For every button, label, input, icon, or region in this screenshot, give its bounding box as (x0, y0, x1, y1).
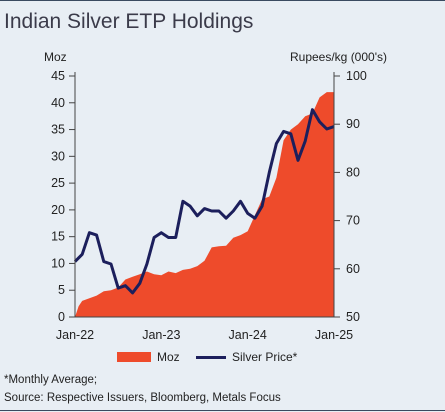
right-axis-label: Rupees/kg (000's) (289, 50, 387, 64)
right-tick-label: 50 (346, 310, 360, 324)
silver-price-line (73, 108, 335, 295)
left-axis-ticks: 0 5 10 15 20 25 30 35 40 45 (51, 69, 75, 324)
legend-label-moz: Moz (157, 350, 180, 364)
right-tick-label: 90 (346, 117, 360, 131)
legend: Moz Silver Price* (0, 350, 445, 370)
x-tick-label: Jan-25 (315, 328, 353, 342)
silver-price-series (73, 108, 335, 295)
left-tick-label: 5 (58, 283, 65, 297)
x-axis-labels: Jan-22 Jan-23 Jan-24 Jan-25 (56, 328, 353, 342)
left-tick-label: 35 (51, 123, 65, 137)
left-tick-label: 25 (51, 176, 65, 190)
top-rule (0, 0, 445, 1)
left-tick-label: 30 (51, 149, 65, 163)
left-tick-label: 0 (58, 310, 65, 324)
left-axis-label: Moz (44, 50, 67, 64)
right-axis-ticks: 50 60 70 80 90 100 (334, 69, 367, 324)
moz-area-series (75, 92, 334, 317)
left-tick-label: 45 (51, 69, 65, 83)
right-tick-label: 70 (346, 214, 360, 228)
footnote-monthly: *Monthly Average; (4, 374, 98, 386)
right-tick-label: 100 (346, 69, 367, 83)
footnote-source: Source: Respective Issuers, Bloomberg, M… (4, 392, 281, 404)
right-tick-label: 60 (346, 262, 360, 276)
legend-label-silver-price: Silver Price* (232, 350, 298, 364)
moz-swatch (117, 352, 151, 362)
left-tick-label: 20 (51, 203, 65, 217)
axis-lines (74, 72, 335, 318)
x-tick-label: Jan-24 (229, 328, 267, 342)
left-tick-label: 10 (51, 256, 65, 270)
bottom-rule (0, 410, 445, 411)
chart-title: Indian Silver ETP Holdings (4, 10, 254, 33)
moz-area (75, 92, 334, 317)
left-tick-label: 15 (51, 230, 65, 244)
x-tick-label: Jan-23 (142, 328, 180, 342)
left-tick-label: 40 (51, 96, 65, 110)
legend-item-moz: Moz (117, 350, 180, 364)
right-tick-label: 80 (346, 165, 360, 179)
silver-price-swatch (196, 355, 226, 359)
x-tick-label: Jan-22 (56, 328, 94, 342)
legend-item-silver-price: Silver Price* (196, 350, 297, 364)
